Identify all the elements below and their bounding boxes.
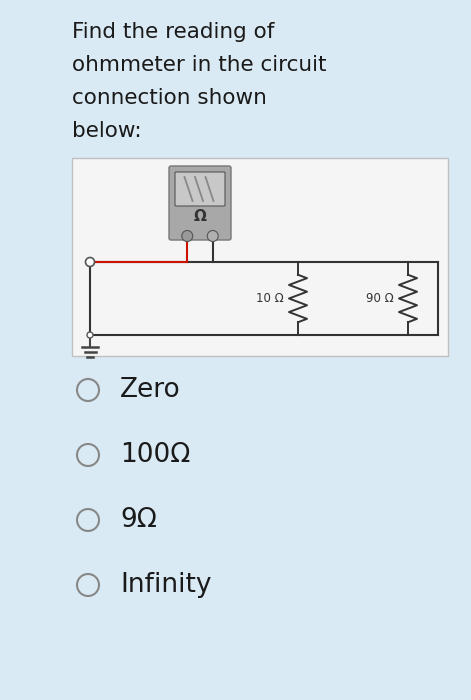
Text: ohmmeter in the circuit: ohmmeter in the circuit [72, 55, 326, 75]
Text: 90 Ω: 90 Ω [366, 292, 394, 305]
Circle shape [182, 230, 193, 241]
Circle shape [86, 258, 95, 267]
Circle shape [77, 509, 99, 531]
Text: Zero: Zero [120, 377, 181, 403]
Text: 9Ω: 9Ω [120, 507, 157, 533]
Text: 100Ω: 100Ω [120, 442, 190, 468]
Circle shape [207, 230, 218, 241]
Text: below:: below: [72, 121, 142, 141]
Circle shape [77, 444, 99, 466]
Text: Find the reading of: Find the reading of [72, 22, 275, 42]
Text: 10 Ω: 10 Ω [256, 292, 284, 305]
Text: −: − [208, 231, 218, 241]
Circle shape [77, 574, 99, 596]
Text: connection shown: connection shown [72, 88, 267, 108]
Circle shape [77, 379, 99, 401]
FancyBboxPatch shape [169, 166, 231, 240]
Circle shape [87, 332, 93, 338]
Text: +: + [183, 230, 191, 240]
FancyBboxPatch shape [72, 158, 448, 356]
Text: Ω: Ω [194, 209, 206, 224]
FancyBboxPatch shape [175, 172, 225, 206]
Text: Infinity: Infinity [120, 572, 211, 598]
